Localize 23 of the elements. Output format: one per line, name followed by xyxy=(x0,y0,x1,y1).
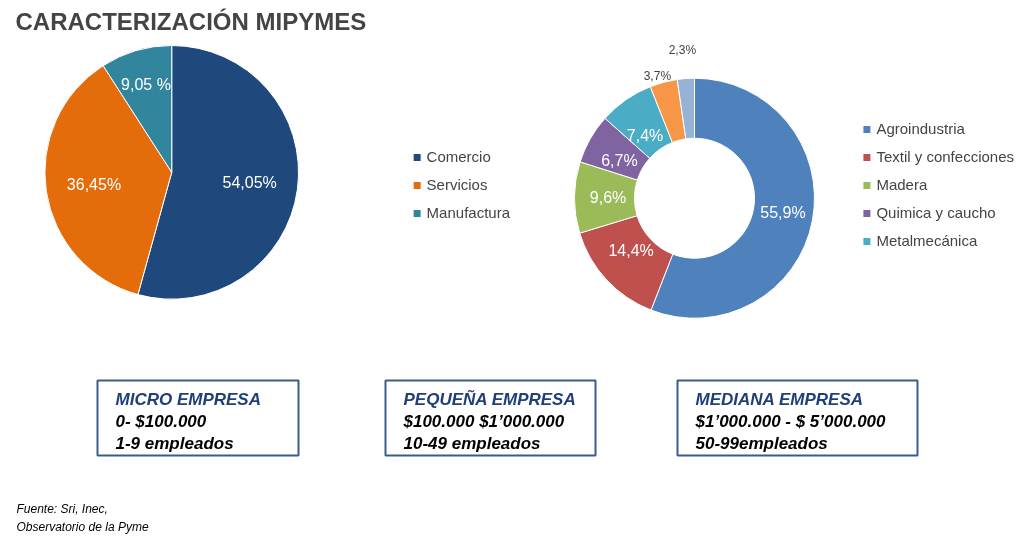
data-label: 6,7% xyxy=(601,151,638,169)
data-label: 3,7% xyxy=(643,68,672,83)
data-label: 36,45% xyxy=(66,175,122,193)
legend-label: Metalmecánica xyxy=(876,231,978,251)
source-note: Fuente: Sri, Inec, Observatorio de la Pyme xyxy=(16,501,149,534)
chart-title: CARACTERIZACIÓN MIPYMES xyxy=(15,7,367,35)
legend-label: Madera xyxy=(876,175,928,195)
data-label: 2,3% xyxy=(668,43,697,58)
legend-label: Quimica y caucho xyxy=(876,203,996,223)
data-label: 9,6% xyxy=(589,189,627,207)
data-label: 55,9% xyxy=(760,204,806,222)
legend-label: Servicios xyxy=(426,175,488,195)
data-label: 14,4% xyxy=(608,241,654,259)
legend-label: Comercio xyxy=(426,147,491,167)
text: MEDIANA EMPRESA $1’000.000 - $ 5’000.000 50-99empleados xyxy=(694,389,887,453)
data-label: 7,4% xyxy=(626,127,664,145)
legend-label: Manufactura xyxy=(426,203,510,223)
legend-label: Textil y confecciones xyxy=(876,147,1014,167)
text: PEQUEÑA EMPRESA $100.000 $1’000.000 10-49 empleados xyxy=(402,388,576,453)
text: MICRO EMPRESA 0- $100.000 1-9 empleados xyxy=(115,389,261,453)
data-label: 9,05 % xyxy=(121,76,171,94)
data-label: 54,05% xyxy=(222,174,277,192)
legend-label: Agroindustria xyxy=(876,119,965,139)
